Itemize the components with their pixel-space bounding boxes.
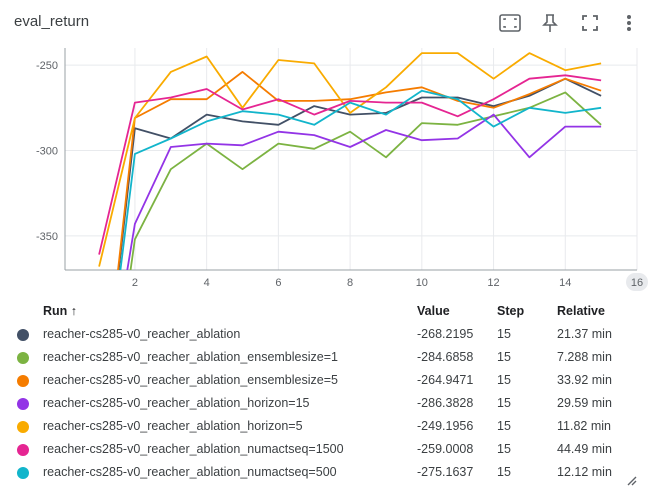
run-step: 15: [497, 373, 511, 387]
run-name: reacher-cs285-v0_reacher_ablation: [43, 327, 241, 341]
run-step: 15: [497, 419, 511, 433]
run-relative-time: 11.82 min: [557, 419, 611, 433]
run-value: -259.0008: [417, 442, 474, 456]
run-relative-time: 33.92 min: [557, 373, 612, 387]
series-line-5[interactable]: [98, 74, 602, 255]
series-line-2[interactable]: [99, 71, 602, 300]
table-row[interactable]: reacher-cs285-v0_reacher_ablation_ensemb…: [0, 369, 653, 392]
x-tick-label: 10: [416, 277, 428, 289]
sort-ascending-icon: ↑: [70, 304, 78, 318]
run-value: -264.9471: [417, 373, 474, 387]
run-step: 15: [497, 442, 511, 456]
more-vert-icon[interactable]: [616, 10, 642, 36]
line-chart[interactable]: 2 4 6 8 10 12 14 -250 -300 -350 16: [0, 0, 653, 300]
table-row[interactable]: reacher-cs285-v0_reacher_ablation -268.21…: [0, 323, 653, 346]
series-line-4[interactable]: [98, 52, 602, 267]
run-name: reacher-cs285-v0_reacher_ablation_numact…: [43, 465, 337, 479]
run-color-swatch: [17, 444, 29, 456]
run-step: 15: [497, 465, 511, 479]
run-relative-time: 44.49 min: [557, 442, 612, 456]
step-column-header[interactable]: Step: [497, 304, 525, 318]
run-name: reacher-cs285-v0_reacher_ablation_horizo…: [43, 396, 310, 410]
series-line-3[interactable]: [99, 113, 602, 300]
run-color-swatch: [17, 352, 29, 364]
value-column-header[interactable]: Value: [417, 304, 450, 318]
run-step: 15: [497, 350, 511, 364]
run-relative-time: 29.59 min: [557, 396, 612, 410]
run-step: 15: [497, 327, 511, 341]
x-last-tick-pill: [626, 273, 648, 291]
table-row[interactable]: reacher-cs285-v0_reacher_ablation_numact…: [0, 438, 653, 461]
x-tick-label: 14: [559, 277, 571, 289]
table-row[interactable]: reacher-cs285-v0_reacher_ablation_horizo…: [0, 392, 653, 415]
run-relative-time: 12.12 min: [557, 465, 612, 479]
run-name: reacher-cs285-v0_reacher_ablation_ensemb…: [43, 373, 338, 387]
x-tick-label: 4: [204, 277, 210, 289]
run-value: -286.3828: [417, 396, 474, 410]
fullscreen-icon[interactable]: [577, 10, 603, 36]
table-row[interactable]: reacher-cs285-v0_reacher_ablation_numact…: [0, 461, 653, 484]
run-relative-time: 21.37 min: [557, 327, 612, 341]
x-tick-label: 16: [631, 277, 643, 289]
run-name: reacher-cs285-v0_reacher_ablation_ensemb…: [43, 350, 338, 364]
series-line-1[interactable]: [99, 91, 602, 300]
table-row[interactable]: reacher-cs285-v0_reacher_ablation_horizo…: [0, 415, 653, 438]
relative-column-header[interactable]: Relative: [557, 304, 605, 318]
run-name: reacher-cs285-v0_reacher_ablation_horizo…: [43, 419, 303, 433]
x-tick-label: 8: [347, 277, 353, 289]
x-tick-label: 2: [132, 277, 138, 289]
pin-icon[interactable]: [537, 10, 563, 36]
run-color-swatch: [17, 375, 29, 387]
resize-handle-icon[interactable]: [627, 473, 637, 491]
run-value: -275.1637: [417, 465, 474, 479]
run-value: -284.6858: [417, 350, 474, 364]
run-value: -268.2195: [417, 327, 474, 341]
fit-to-data-icon[interactable]: [497, 10, 523, 36]
run-color-swatch: [17, 329, 29, 341]
run-step: 15: [497, 396, 511, 410]
run-color-swatch: [17, 467, 29, 479]
x-tick-label: 12: [487, 277, 499, 289]
run-relative-time: 7.288 min: [557, 350, 612, 364]
series-line-6[interactable]: [99, 89, 602, 300]
x-tick-label: 6: [275, 277, 281, 289]
run-name: reacher-cs285-v0_reacher_ablation_numact…: [43, 442, 344, 456]
card-title: eval_return: [14, 13, 90, 30]
runs-table: Run ↑ Value Step Relative reacher-cs285-…: [0, 300, 653, 484]
run-color-swatch: [17, 398, 29, 410]
run-column-header[interactable]: Run ↑: [43, 304, 78, 318]
run-value: -249.1956: [417, 419, 474, 433]
y-tick-label: -350: [36, 231, 58, 243]
run-color-swatch: [17, 421, 29, 433]
table-row[interactable]: reacher-cs285-v0_reacher_ablation_ensemb…: [0, 346, 653, 369]
y-tick-label: -250: [36, 60, 58, 72]
table-header-row: Run ↑ Value Step Relative: [0, 300, 653, 323]
y-tick-label: -300: [36, 145, 58, 157]
